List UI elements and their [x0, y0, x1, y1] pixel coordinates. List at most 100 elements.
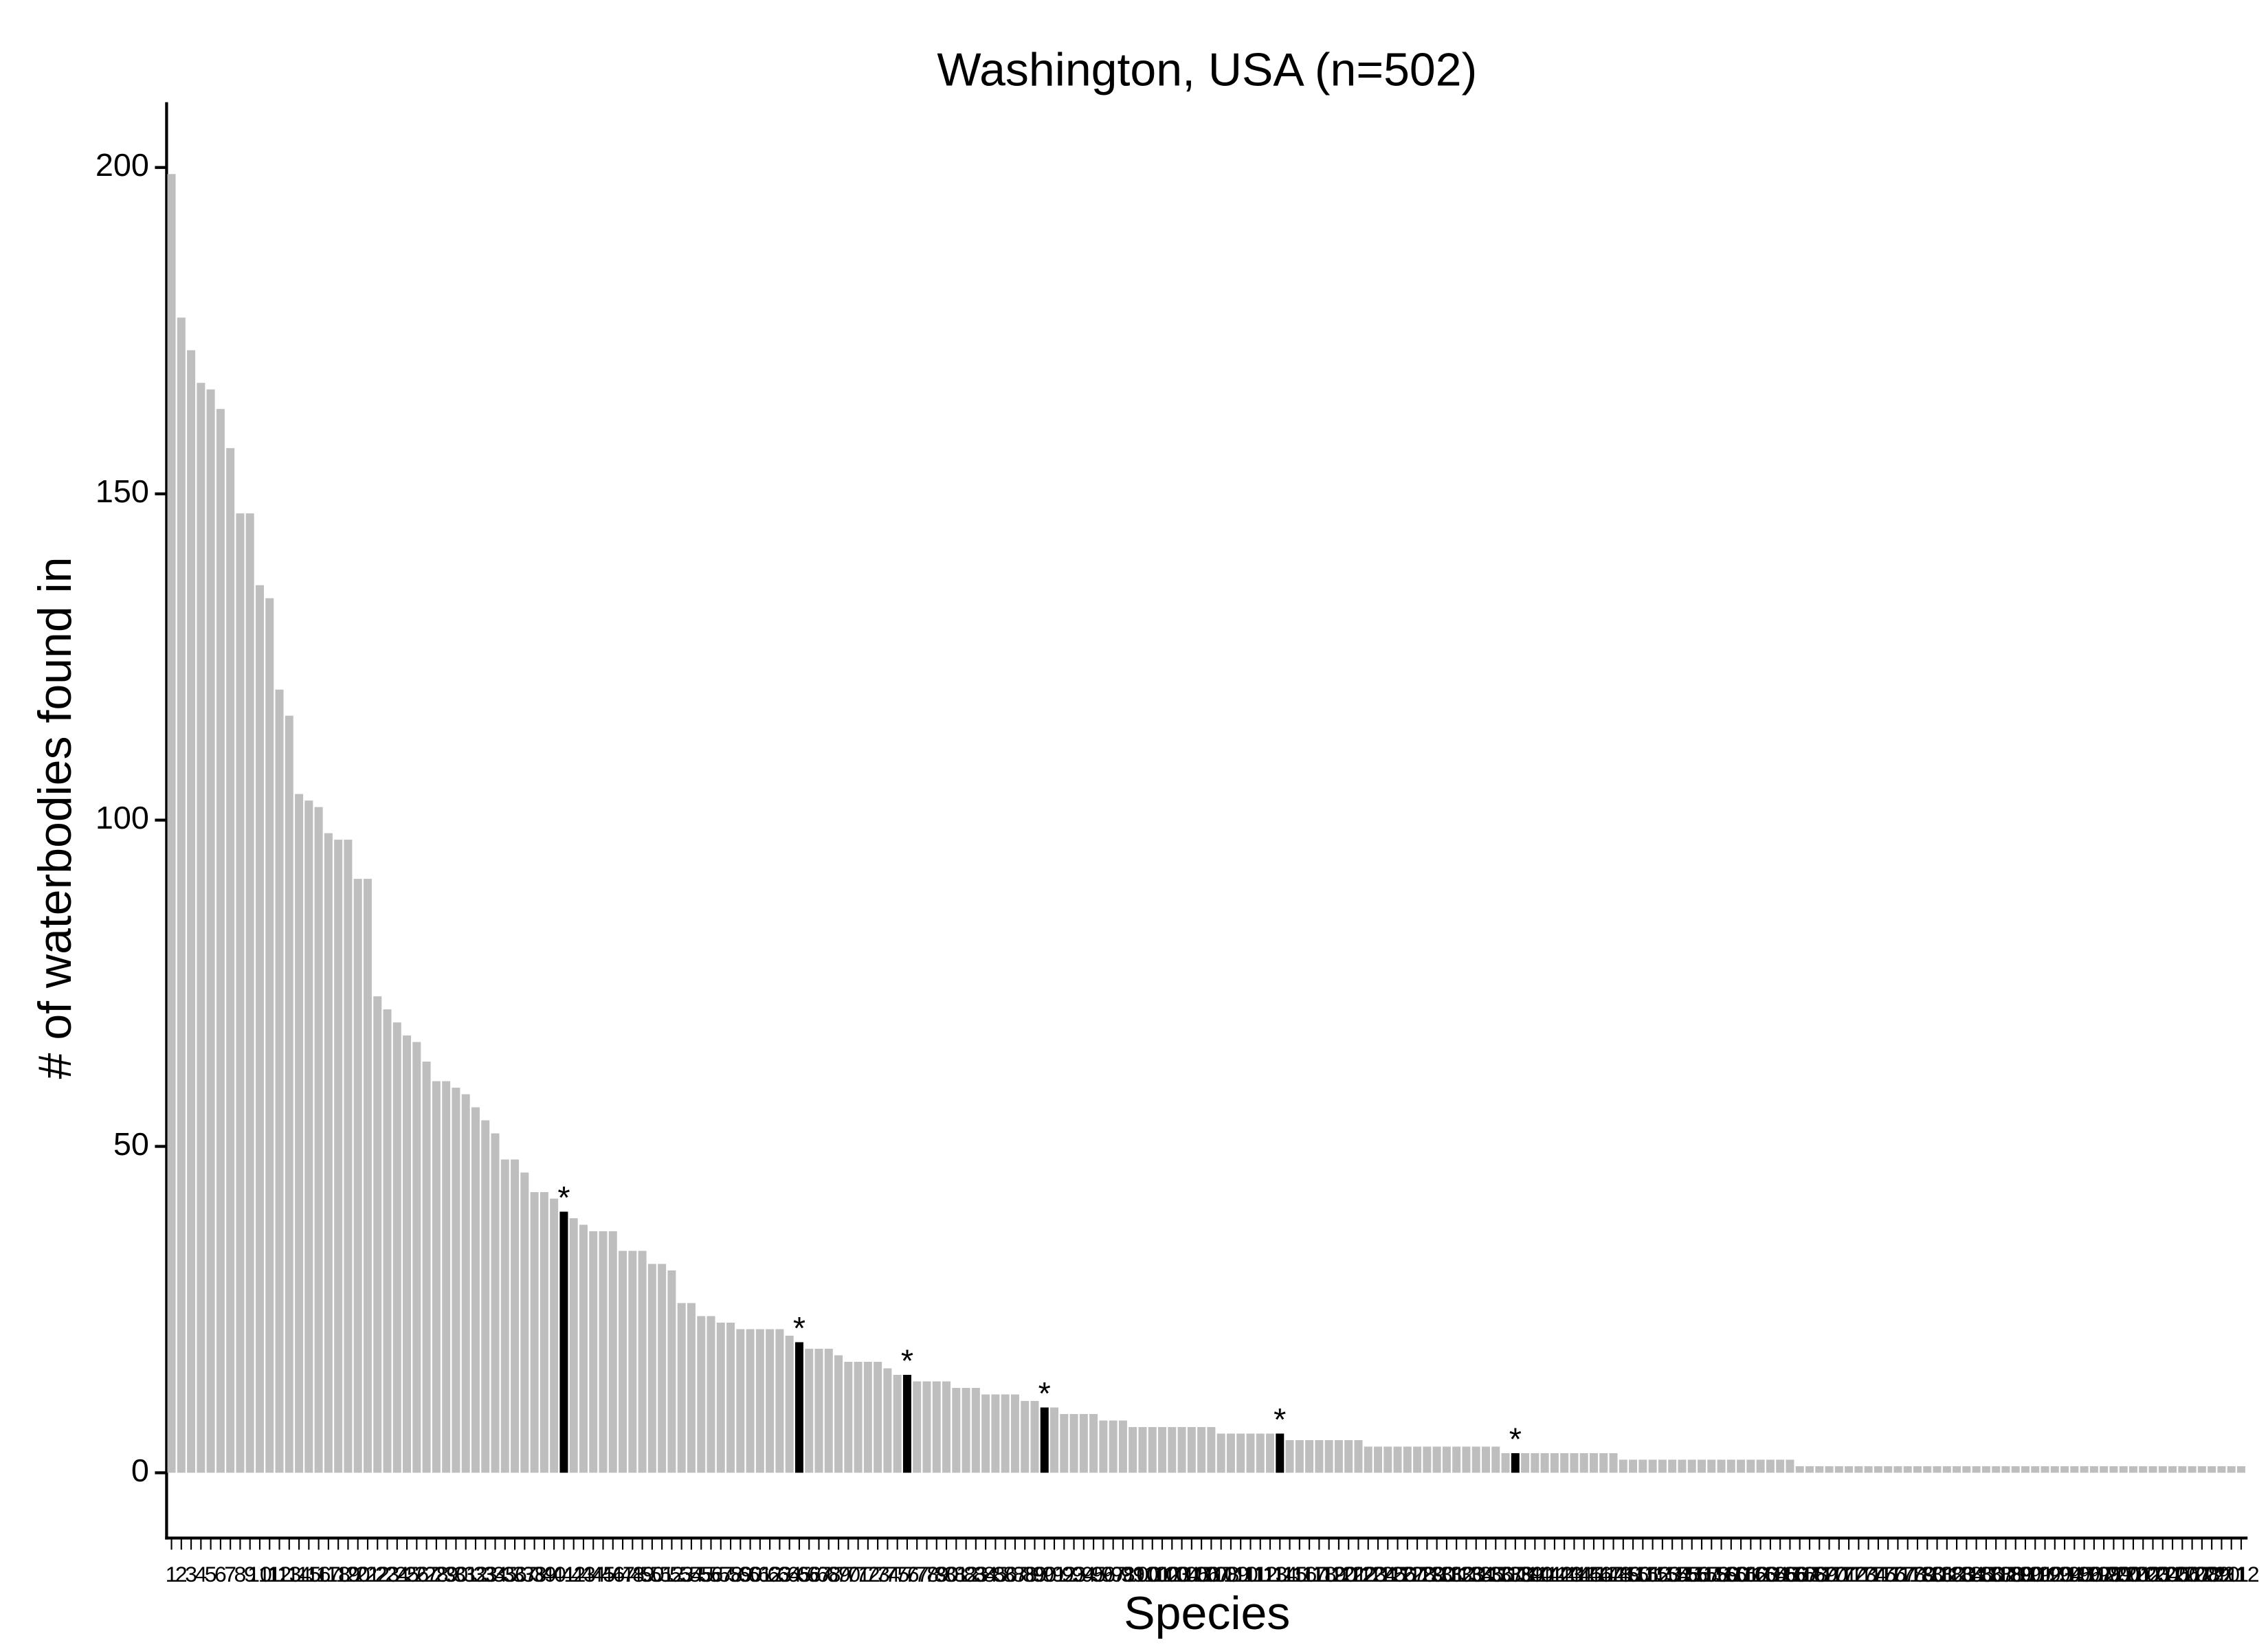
x-tick-label: 117 [1292, 1562, 1327, 1586]
bar [1698, 1459, 1706, 1473]
x-tick-label: 45 [591, 1562, 615, 1586]
bar [1854, 1466, 1863, 1473]
x-tick-label: 23 [375, 1562, 399, 1586]
x-tick-label: 166 [1772, 1562, 1808, 1586]
x-tick-label: 186 [1968, 1562, 2004, 1586]
x-tick-label: 1 [166, 1562, 178, 1586]
bar [452, 1088, 460, 1473]
x-tick-label: 30 [444, 1562, 468, 1586]
x-tick-label: 153 [1644, 1562, 1680, 1586]
bar [236, 513, 245, 1473]
bar [1590, 1452, 1598, 1473]
x-tick-label: 63 [768, 1562, 792, 1586]
x-tick-label: 114 [1263, 1562, 1298, 1586]
x-tick-label: 126 [1379, 1562, 1416, 1586]
bar [942, 1381, 951, 1473]
bar [726, 1322, 735, 1473]
x-tick-label: 106 [1183, 1562, 1220, 1586]
x-tick-label: 212 [2223, 1562, 2259, 1586]
x-tick-label: 200 [2105, 1562, 2142, 1586]
bar [775, 1329, 784, 1473]
x-tick-label: 172 [1830, 1562, 1867, 1586]
x-tick-label: 119 [1311, 1562, 1346, 1586]
bar [1668, 1459, 1677, 1473]
x-tick-label: 74 [876, 1562, 900, 1586]
bar [1069, 1413, 1078, 1473]
bar [2168, 1466, 2177, 1473]
x-tick-label: 144 [1556, 1562, 1592, 1586]
bar [1021, 1400, 1030, 1473]
bar [373, 996, 382, 1473]
bar [1187, 1426, 1196, 1473]
x-tick-label: 25 [394, 1562, 419, 1586]
bar [392, 1022, 401, 1473]
x-tick-label: 168 [1791, 1562, 1827, 1586]
x-tick-label: 12 [267, 1562, 291, 1586]
x-tick-label: 131 [1428, 1562, 1465, 1586]
annotation: * [1509, 1421, 1522, 1457]
x-tick-label: 56 [699, 1562, 723, 1586]
x-tick-label: 170 [1811, 1562, 1847, 1586]
bar [707, 1316, 715, 1473]
x-tick-label: 205 [2154, 1562, 2190, 1586]
bar [1138, 1426, 1147, 1473]
bar [1462, 1446, 1471, 1473]
x-tick-label: 179 [1899, 1562, 1935, 1586]
x-tick-label: 159 [1703, 1562, 1739, 1586]
annotation: * [1274, 1402, 1286, 1437]
x-tick-label: 187 [1978, 1562, 2014, 1586]
x-tick-label: 5 [205, 1562, 217, 1586]
x-tick-label: 142 [1536, 1562, 1572, 1586]
x-tick-label: 152 [1634, 1562, 1671, 1586]
bar [1001, 1394, 1010, 1473]
bar [255, 585, 264, 1473]
x-tick-label: 104 [1164, 1562, 1200, 1586]
x-tick-label: 21 [355, 1562, 379, 1586]
bar [559, 1211, 568, 1473]
x-tick-label: 124 [1359, 1562, 1396, 1586]
x-tick-label: 51 [649, 1562, 674, 1586]
x-tick-label: 202 [2125, 1562, 2161, 1586]
bar [1825, 1466, 1834, 1473]
bar [1687, 1459, 1696, 1473]
x-tick-label: 86 [993, 1562, 1017, 1586]
bar [2236, 1466, 2245, 1473]
bar [1776, 1459, 1785, 1473]
bar [599, 1231, 608, 1473]
bar [1423, 1446, 1432, 1473]
bar [187, 350, 196, 1473]
x-tick-label: 156 [1674, 1562, 1710, 1586]
bar [1717, 1459, 1726, 1473]
x-tick-label: 66 [797, 1562, 821, 1586]
x-tick-label: 147 [1586, 1562, 1622, 1586]
x-tick-label: 60 [738, 1562, 762, 1586]
x-tick-label: 7 [224, 1562, 236, 1586]
bar [1726, 1459, 1735, 1473]
bar [383, 1009, 392, 1473]
bar [1246, 1433, 1255, 1473]
x-tick-label: 95 [1081, 1562, 1105, 1586]
bar [1953, 1466, 1961, 1473]
bar [2148, 1466, 2157, 1473]
bar [1599, 1452, 1608, 1473]
x-tick-label: 154 [1654, 1562, 1691, 1586]
x-tick-label: 137 [1487, 1562, 1524, 1586]
bar [1638, 1459, 1647, 1473]
x-tick-label: 181 [1919, 1562, 1955, 1586]
x-tick-label: 121 [1331, 1562, 1367, 1586]
x-tick-label: 53 [669, 1562, 693, 1586]
x-tick-label: 49 [630, 1562, 654, 1586]
x-tick-label: 120 [1320, 1562, 1357, 1586]
x-tick-label: 211 [2214, 1562, 2249, 1586]
bar [1923, 1466, 1932, 1473]
bar [1432, 1446, 1441, 1473]
x-tick-label: 155 [1664, 1562, 1700, 1586]
x-tick-label: 103 [1154, 1562, 1190, 1586]
x-tick-label: 107 [1193, 1562, 1230, 1586]
x-tick-label: 111 [1234, 1562, 1267, 1586]
x-tick-label: 50 [640, 1562, 664, 1586]
x-tick-label: 188 [1988, 1562, 2024, 1586]
x-tick-label: 184 [1948, 1562, 1985, 1586]
x-tick-label: 24 [385, 1562, 409, 1586]
